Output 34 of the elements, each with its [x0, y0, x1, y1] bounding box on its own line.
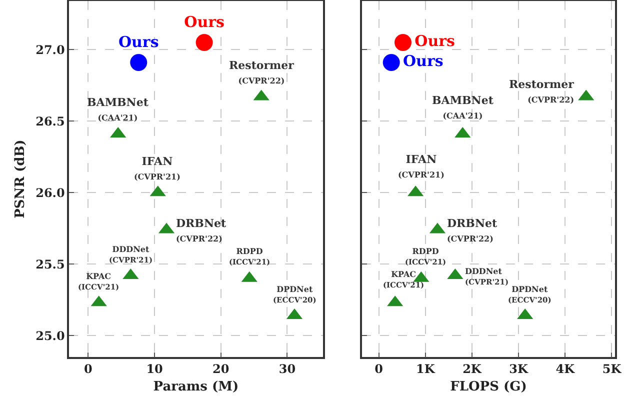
x-tick-label: 4K [556, 362, 576, 376]
x-tick-label: 0 [84, 362, 92, 376]
series-label: Ours [118, 33, 159, 52]
x-tick-label: 3K [509, 362, 529, 376]
annotation: IFAN (CVPR'21) [398, 153, 445, 180]
x-tick-label: 30 [278, 362, 296, 376]
y-tick-label: 27.0 [36, 42, 65, 57]
annotation: Restormer (CVPR'22) [229, 59, 294, 86]
x-tick-label: 0 [374, 362, 383, 376]
annotation: DRBNet (CVPR'22) [447, 217, 498, 244]
x-tick-label: 2K [462, 362, 482, 376]
x-axis-title: Params (M) [153, 379, 239, 394]
y-tick-label: 25.5 [36, 257, 65, 272]
annotation: DRBNet (CVPR'22) [176, 217, 228, 244]
point [196, 34, 213, 51]
x-tick-label: 20 [212, 362, 230, 376]
y-tick-label: 25.0 [36, 328, 65, 343]
y-axis-title: PSNR (dB) [13, 140, 28, 218]
series-label: Ours [184, 13, 224, 32]
annotation: IFAN (CVPR'21) [134, 155, 181, 182]
point [382, 54, 400, 71]
annotation: BAMBNet (CAA'21) [432, 94, 494, 120]
x-tick-label: 1K [416, 362, 436, 376]
series-label: Ours [414, 32, 455, 50]
point [130, 54, 148, 71]
annotation: BAMBNet (CAA'21) [87, 96, 150, 122]
x-tick-label: 5K [602, 362, 622, 376]
point [394, 34, 412, 51]
x-tick-label: 10 [146, 362, 163, 376]
x-axis-title: FLOPS (G) [450, 379, 527, 394]
y-tick-label: 26.0 [36, 186, 65, 200]
annotation: Restormer (CVPR'22) [509, 78, 574, 104]
y-tick-label: 26.5 [36, 114, 65, 128]
series-label: Ours [402, 52, 444, 70]
